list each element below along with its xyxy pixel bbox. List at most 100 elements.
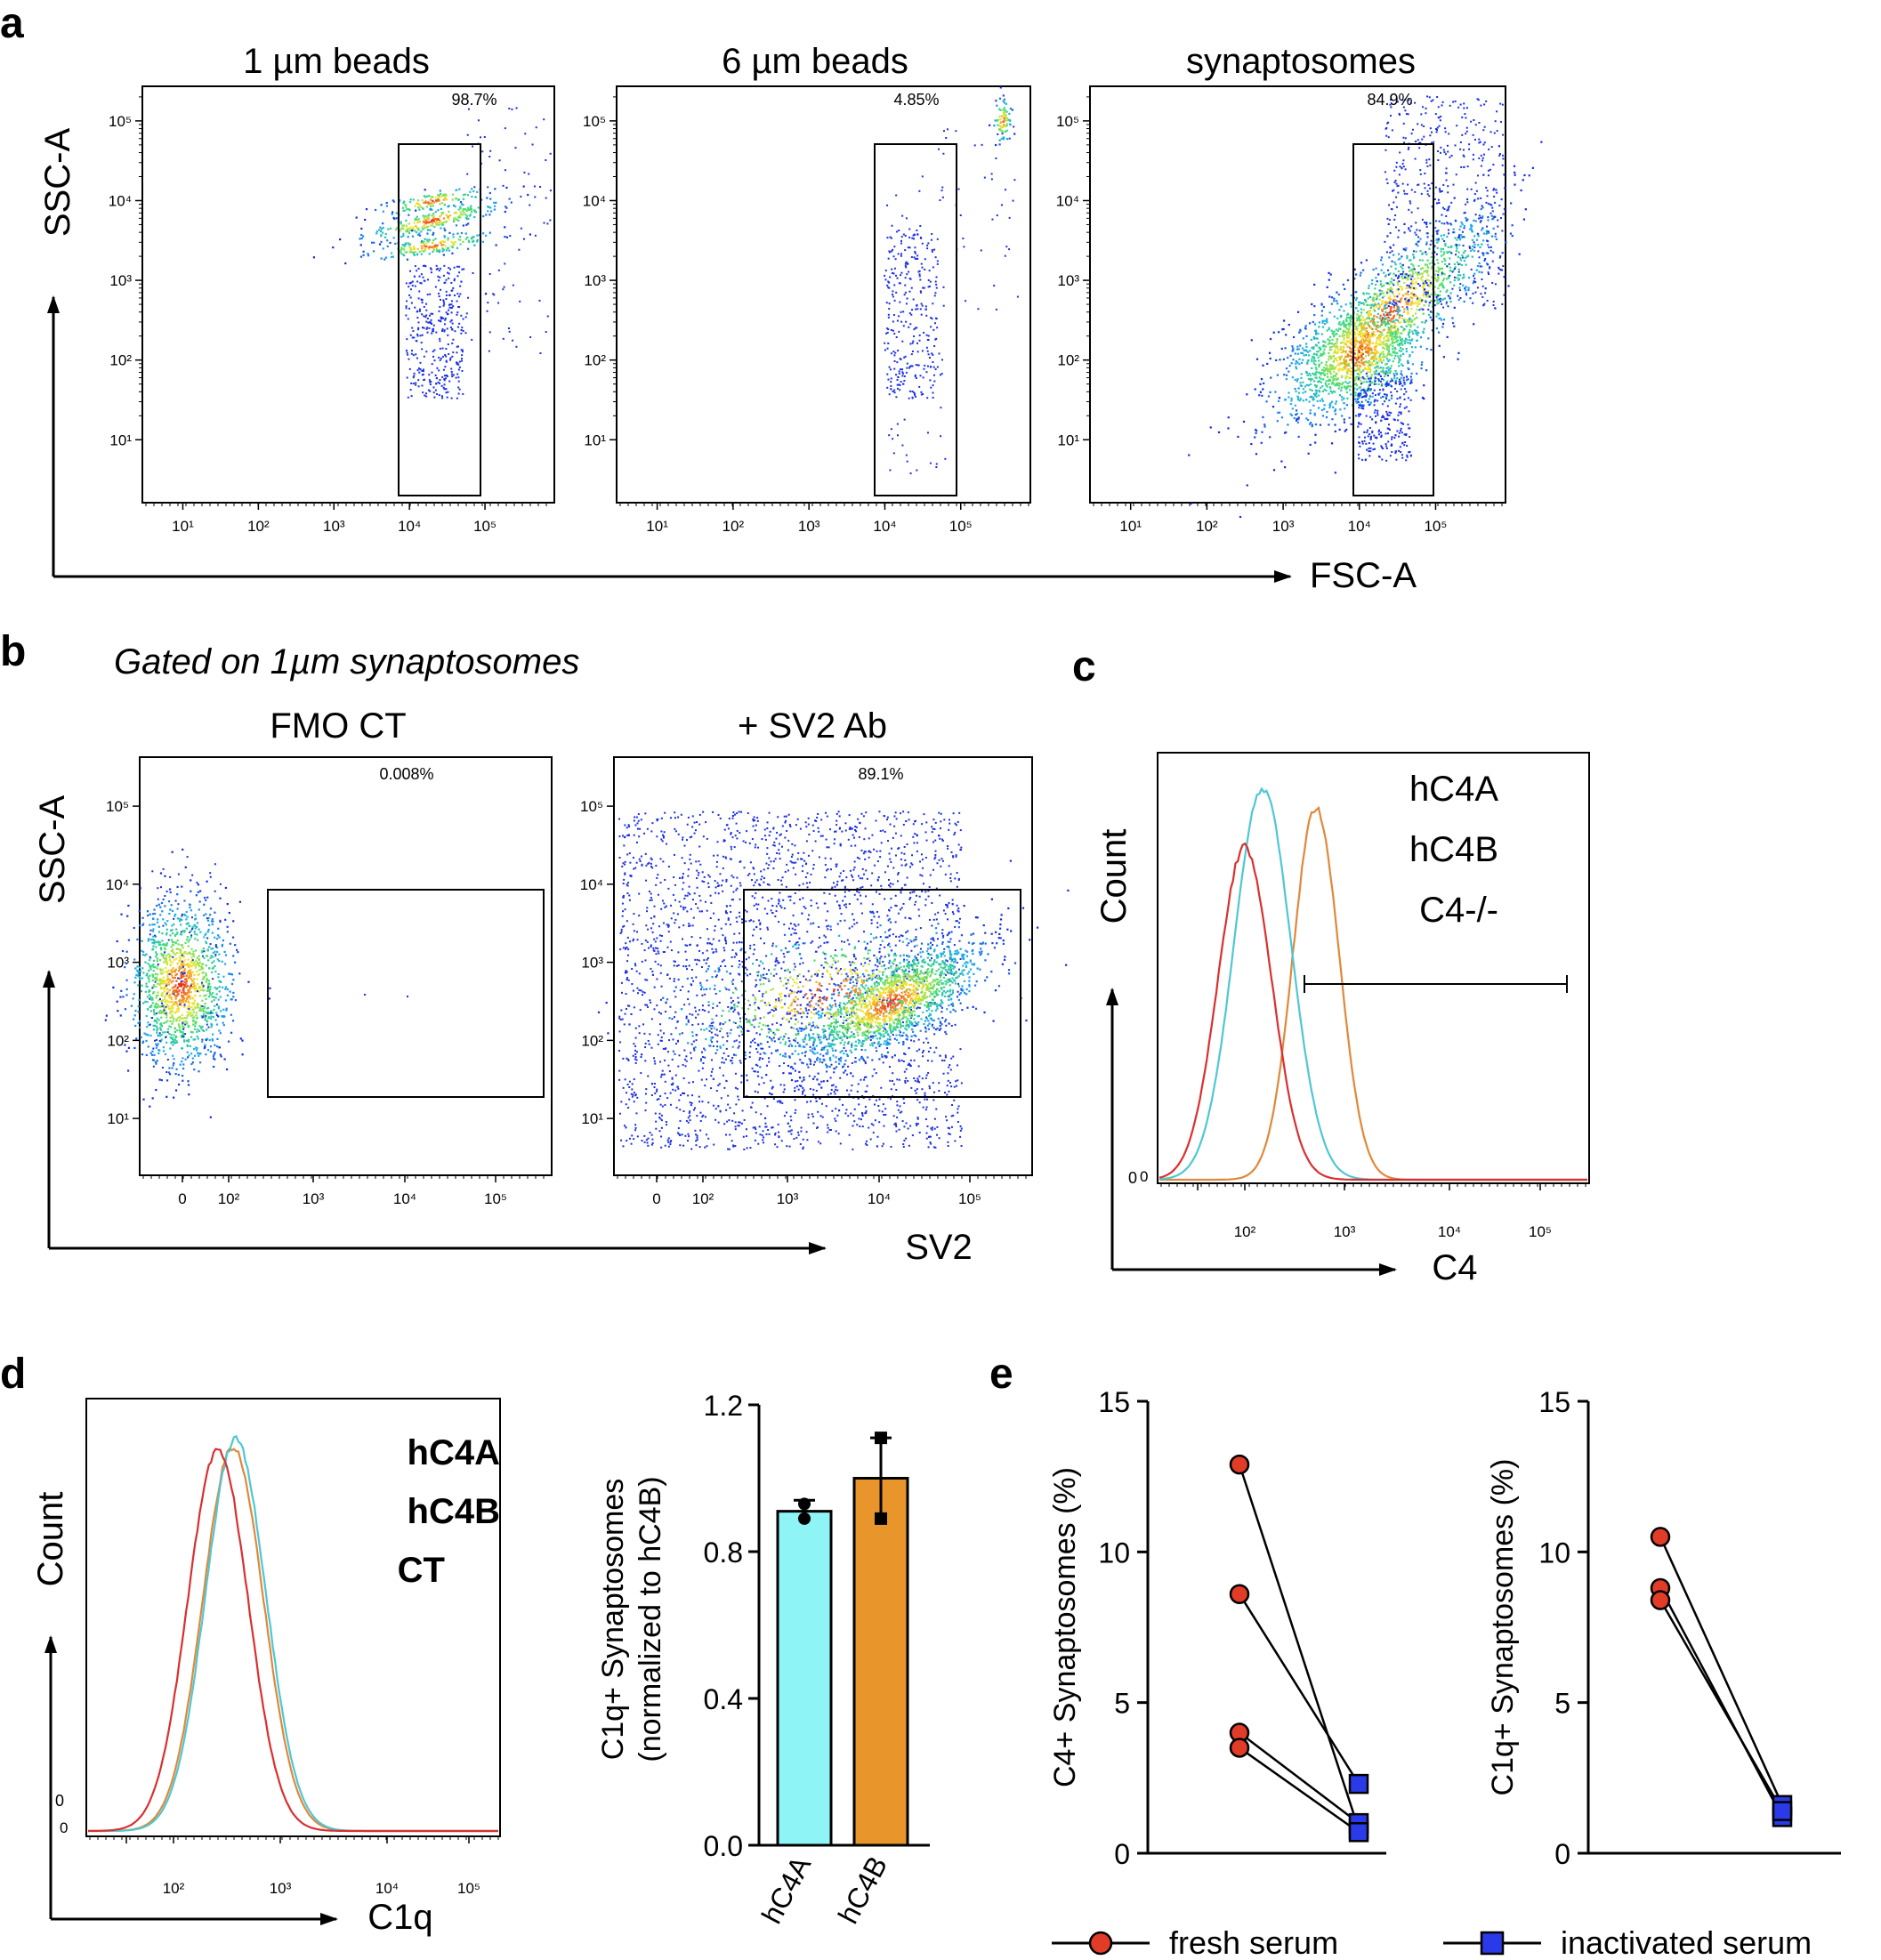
pa1-cluster-event (1009, 107, 1012, 110)
pa2-cluster-event (1389, 308, 1392, 311)
pa2-upper-event (1439, 300, 1441, 302)
pa0-cluster-event (416, 226, 419, 230)
pa2-tail-event (1403, 407, 1406, 409)
pa2-gate (1352, 143, 1434, 496)
pa0-cloud-event (434, 286, 437, 288)
pa2-cluster-event (1323, 352, 1326, 355)
pa2-tail-event (1377, 373, 1380, 375)
pa2-cluster-event (1333, 344, 1336, 347)
pa2-cluster-event (1417, 264, 1420, 268)
pa2-cluster-event (1341, 335, 1344, 337)
pa2-cluster-event (1345, 370, 1348, 373)
pa2-cluster-event (1297, 416, 1300, 419)
pa2-cluster-event (1383, 313, 1385, 316)
pa2-cluster-event (1310, 396, 1312, 399)
pa1-cloud-event (942, 304, 945, 307)
pa0-cloud-event (438, 356, 440, 359)
pa2-cluster-event (1385, 317, 1388, 319)
pa0-cloud-event (405, 349, 408, 351)
pa2-cluster-event (1378, 325, 1382, 328)
pa2-cluster-event (1420, 363, 1423, 367)
pa2-upper-event (1446, 265, 1449, 268)
pa2-cluster-event (1312, 356, 1316, 359)
pa0-cluster-event (402, 209, 405, 212)
pa2-tail-event (1387, 427, 1390, 430)
pa2-cluster-event (1379, 333, 1382, 336)
pa1-cloud-event (920, 391, 923, 393)
pa2-cluster-event (1456, 247, 1458, 250)
pa1-cloud-event (927, 278, 930, 281)
pa0-cluster-event (437, 249, 440, 253)
pa2-cluster-event (1292, 349, 1295, 351)
pa1-sparse-event (995, 157, 997, 159)
pa0-cluster-event (386, 239, 389, 242)
pa2-cluster-event (1355, 317, 1358, 319)
pa2-cluster-event (1461, 277, 1465, 279)
pa0-cluster-event (505, 206, 507, 208)
pa2-cluster-event (1369, 313, 1372, 316)
pa0-cluster-event (437, 198, 440, 201)
pa2-cluster-event (1340, 341, 1343, 344)
pa0-sparse-event (466, 173, 469, 175)
pa2-cluster-event (1312, 320, 1314, 323)
pa1-cloud-event (935, 283, 938, 286)
pa0-cloud-event (425, 302, 428, 305)
pa0-cluster-event (408, 227, 411, 230)
pa0-cloud-event (456, 397, 458, 399)
pa0-cloud-event (429, 383, 432, 386)
pa1-cloud-event (908, 367, 911, 369)
pa2-cluster-event (1410, 300, 1414, 302)
pa2-cluster-event (1449, 246, 1452, 249)
pa2-cluster-event (1347, 364, 1350, 367)
pa2-cluster-event (1346, 345, 1349, 348)
pa0-cluster-event (400, 246, 403, 249)
pa2-cluster-event (1312, 359, 1316, 362)
pa2-cluster-event (1322, 369, 1325, 372)
pa2-cluster-event (1361, 327, 1364, 330)
pa2-tail-event (1368, 442, 1370, 445)
pa0-cloud-event (438, 319, 440, 322)
pa2-cluster-event (1376, 350, 1378, 352)
pa0-cloud-event (445, 298, 448, 301)
pa2-cluster-event (1324, 345, 1327, 348)
pa2-cluster-event (1343, 338, 1345, 342)
pa2-cluster-event (1327, 375, 1329, 378)
pa2-cluster-event (1390, 331, 1393, 334)
pa2-upper-event (1437, 294, 1440, 297)
pa2-upper-event (1409, 230, 1411, 232)
pa2-cluster-event (1373, 370, 1376, 374)
pa2-cluster-event (1372, 322, 1375, 326)
pa2-cluster-event (1387, 331, 1390, 334)
pa2-cluster-event (1431, 329, 1434, 332)
pa0-cloud-event (458, 265, 461, 268)
pa2-cluster-event (1376, 321, 1379, 324)
pa0-cloud-event (447, 343, 449, 346)
pa0-sparse-event (509, 235, 512, 238)
pa2-upper-event (1433, 141, 1435, 143)
pa0-cloud-event (460, 332, 463, 335)
pa2-cluster-event (1353, 383, 1356, 386)
pa2-upper-event (1478, 214, 1481, 217)
pa0-cluster-event (436, 244, 439, 246)
pa0-cluster-event (420, 240, 424, 243)
pa2-cluster-event (1405, 325, 1408, 327)
pa0-cloud-event (412, 354, 415, 357)
pa0-cluster-event (438, 194, 441, 197)
pa0-cluster-event (424, 249, 426, 252)
pa2-tail-event (1367, 435, 1369, 438)
pa0-cloud-event (462, 392, 464, 395)
pa0-sparse-event (545, 197, 547, 199)
pa0-cluster-event (412, 198, 415, 201)
pa2-cluster-event (1360, 348, 1362, 351)
pa0-cluster-event (432, 199, 434, 202)
pa1-cloud-event (928, 286, 931, 288)
pa2-upper-event (1436, 96, 1439, 99)
pa0-cluster-event (394, 242, 397, 246)
pa2-tail-event (1373, 434, 1376, 437)
pa2-upper-event (1499, 217, 1502, 220)
pa2-tail-event (1396, 430, 1399, 432)
pa1-cloud-event (916, 254, 919, 257)
pa0-cluster-event (404, 204, 407, 206)
pa2-cluster-event (1336, 351, 1338, 354)
pa2-cluster-event (1354, 369, 1357, 372)
